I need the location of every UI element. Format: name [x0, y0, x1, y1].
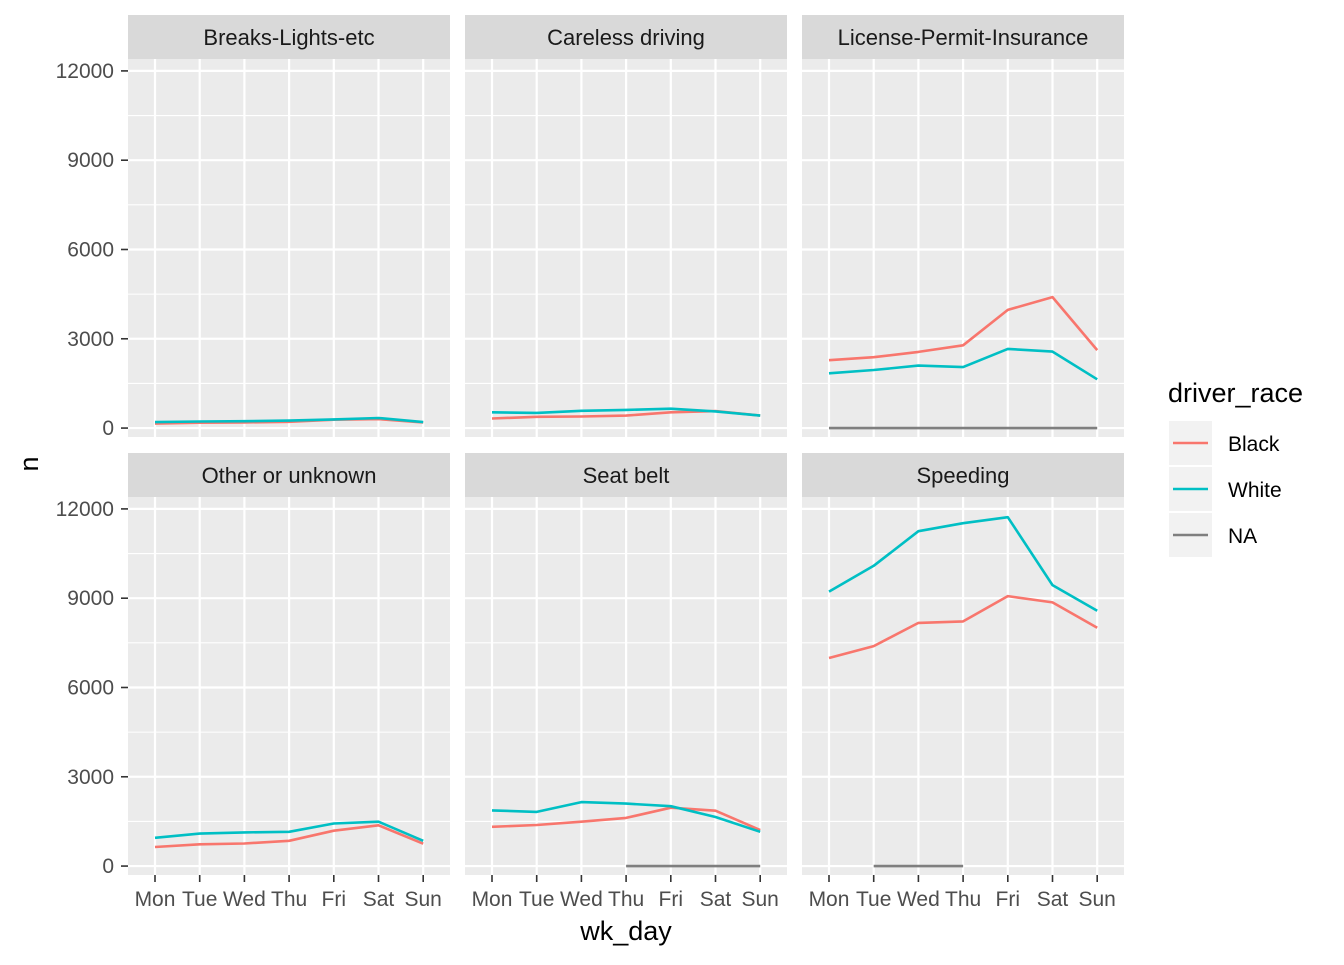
- panel-strip: [128, 453, 450, 497]
- y-tick-label: 3000: [67, 328, 114, 351]
- series-line-white: [828, 515, 1098, 612]
- panel-strip-title: Other or unknown: [202, 463, 377, 488]
- x-tick-label: Mon: [472, 888, 513, 911]
- x-tick-label: Sun: [405, 888, 442, 911]
- x-tick-label: Mon: [135, 888, 176, 911]
- axes-layer: 0 3000 6000 9000 12000 0 3000 6000 9000 12000 Mon T…: [56, 60, 1116, 911]
- y-tick-label: 0: [102, 855, 114, 878]
- y-tick-label: 0: [102, 417, 114, 440]
- panel: Speeding: [802, 453, 1124, 875]
- panel-strip-title: Breaks-Lights-etc: [203, 25, 374, 50]
- panel: Other or unknown: [128, 453, 450, 875]
- legend-label: Black: [1228, 433, 1280, 456]
- y-tick-label: 3000: [67, 766, 114, 789]
- x-tick-label: Thu: [608, 888, 644, 911]
- y-tick-label: 6000: [67, 238, 114, 261]
- x-tick-label: Sat: [1037, 888, 1069, 911]
- x-tick-label: Fri: [322, 888, 347, 911]
- panel-strip: [465, 15, 787, 59]
- y-tick-label: 9000: [67, 149, 114, 172]
- panel-strip: [802, 453, 1124, 497]
- series-line-black: [491, 806, 761, 832]
- panel: Breaks-Lights-etc: [128, 15, 450, 437]
- x-axis-title: wk_day: [579, 916, 672, 946]
- legend-label: NA: [1228, 525, 1257, 548]
- panel-strip-title: License-Permit-Insurance: [838, 25, 1089, 50]
- x-tick-label: Sun: [1079, 888, 1116, 911]
- x-tick-label: Wed: [897, 888, 940, 911]
- panels-layer: Breaks-Lights-etc Careless driving License…: [128, 15, 1124, 875]
- y-tick-label: 9000: [67, 587, 114, 610]
- x-tick-label: Wed: [223, 888, 266, 911]
- x-tick-label: Mon: [809, 888, 850, 911]
- series-line-white: [154, 820, 424, 842]
- series-line-black: [828, 594, 1098, 660]
- y-tick-label: 12000: [56, 60, 114, 83]
- legend-title: driver_race: [1168, 378, 1303, 408]
- x-tick-label: Wed: [560, 888, 603, 911]
- series-line-white: [154, 416, 424, 424]
- series-line-white: [491, 407, 761, 417]
- panel-strip-title: Speeding: [917, 463, 1010, 488]
- series-line-white: [491, 800, 761, 834]
- legend-label: White: [1228, 479, 1282, 502]
- panel-strip-title: Careless driving: [547, 25, 705, 50]
- x-tick-label: Fri: [659, 888, 684, 911]
- x-tick-label: Sat: [363, 888, 395, 911]
- panel: Careless driving: [465, 15, 787, 437]
- y-tick-label: 12000: [56, 498, 114, 521]
- x-tick-label: Tue: [519, 888, 554, 911]
- series-line-white: [828, 347, 1098, 381]
- panel: Seat belt: [465, 453, 787, 875]
- panel: License-Permit-Insurance: [802, 15, 1124, 437]
- panel-strip: [465, 453, 787, 497]
- x-tick-label: Tue: [856, 888, 891, 911]
- x-tick-label: Tue: [182, 888, 217, 911]
- series-line-black: [154, 823, 424, 849]
- x-tick-label: Sun: [742, 888, 779, 911]
- y-axis-title: n: [14, 456, 44, 471]
- legend: driver_race Black White NA: [1168, 378, 1303, 557]
- panel-strip-title: Seat belt: [583, 463, 670, 488]
- series-line-black: [828, 295, 1099, 362]
- x-tick-label: Fri: [996, 888, 1021, 911]
- x-tick-label: Thu: [945, 888, 981, 911]
- y-tick-label: 6000: [67, 676, 114, 699]
- panel-strip: [802, 15, 1124, 59]
- panel-strip: [128, 15, 450, 59]
- x-tick-label: Thu: [271, 888, 307, 911]
- x-tick-label: Sat: [700, 888, 732, 911]
